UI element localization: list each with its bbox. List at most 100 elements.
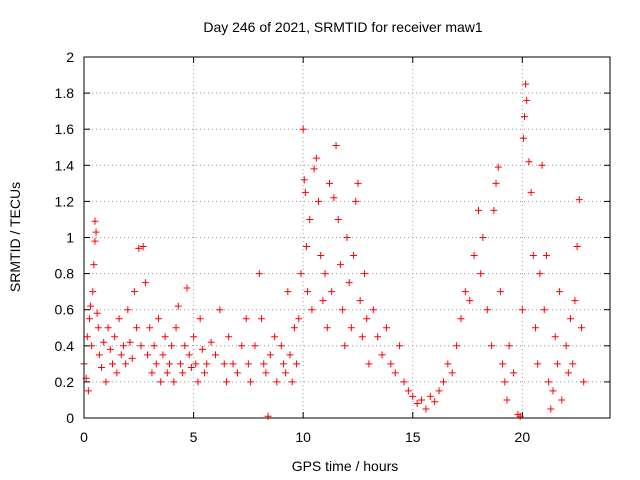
data-point bbox=[196, 315, 204, 323]
data-point bbox=[174, 302, 182, 310]
data-point bbox=[374, 333, 382, 341]
data-point bbox=[564, 369, 572, 377]
data-point bbox=[183, 284, 191, 292]
y-tick-label: 2 bbox=[66, 49, 74, 65]
data-point bbox=[238, 342, 246, 350]
data-point bbox=[192, 360, 200, 368]
data-point bbox=[181, 342, 189, 350]
data-point bbox=[516, 412, 524, 420]
data-point bbox=[400, 378, 408, 386]
y-tick-label: 1.6 bbox=[55, 121, 75, 137]
data-point bbox=[122, 360, 130, 368]
data-point bbox=[271, 333, 279, 341]
data-point bbox=[133, 324, 141, 332]
data-point bbox=[461, 288, 469, 296]
data-point bbox=[111, 333, 119, 341]
data-point bbox=[536, 270, 544, 278]
data-point bbox=[549, 387, 557, 395]
data-point bbox=[198, 345, 206, 353]
data-point bbox=[315, 197, 323, 205]
data-point bbox=[94, 324, 102, 332]
data-point bbox=[90, 261, 98, 269]
data-point bbox=[571, 297, 579, 305]
data-point bbox=[321, 270, 329, 278]
data-point bbox=[295, 315, 303, 323]
data-point bbox=[391, 369, 399, 377]
data-point bbox=[523, 96, 531, 104]
data-point bbox=[302, 243, 310, 251]
data-point bbox=[220, 360, 228, 368]
data-point bbox=[161, 333, 169, 341]
data-point bbox=[137, 342, 145, 350]
data-point bbox=[87, 302, 95, 310]
data-point bbox=[135, 244, 143, 252]
data-point bbox=[299, 125, 307, 133]
data-point bbox=[319, 297, 327, 305]
data-point bbox=[387, 360, 395, 368]
data-point bbox=[556, 288, 564, 296]
data-point bbox=[115, 315, 123, 323]
data-point bbox=[258, 315, 266, 323]
data-point bbox=[558, 396, 566, 404]
data-point bbox=[457, 315, 465, 323]
y-tick-label: 0.4 bbox=[55, 338, 75, 354]
data-point bbox=[212, 351, 219, 359]
data-point bbox=[396, 342, 404, 350]
chart-title: Day 246 of 2021, SRMTID for receiver maw… bbox=[203, 19, 483, 35]
x-tick-label: 20 bbox=[515, 429, 531, 445]
data-point bbox=[347, 324, 355, 332]
data-point bbox=[339, 306, 347, 314]
data-point bbox=[573, 243, 581, 251]
data-point bbox=[194, 378, 202, 386]
data-point bbox=[492, 179, 500, 187]
data-point bbox=[93, 309, 101, 317]
data-point bbox=[553, 360, 561, 368]
data-point bbox=[119, 342, 127, 350]
data-point bbox=[108, 360, 116, 368]
data-point bbox=[185, 351, 193, 359]
data-point bbox=[494, 163, 502, 171]
x-tick-labels: 0 5 10 15 20 bbox=[80, 429, 530, 445]
data-point bbox=[273, 378, 281, 386]
data-point bbox=[413, 400, 421, 408]
y-tick-label: 0.2 bbox=[55, 374, 75, 390]
data-point bbox=[426, 392, 434, 400]
data-point bbox=[569, 360, 577, 368]
data-point bbox=[551, 333, 559, 341]
data-point bbox=[290, 324, 298, 332]
data-point bbox=[242, 315, 250, 323]
data-point bbox=[130, 288, 138, 296]
data-point bbox=[176, 360, 184, 368]
data-point bbox=[225, 333, 233, 341]
data-point bbox=[525, 158, 533, 166]
y-tick-label: 1.8 bbox=[55, 85, 75, 101]
data-point bbox=[279, 360, 287, 368]
data-point bbox=[170, 378, 178, 386]
data-point bbox=[369, 306, 377, 314]
data-point bbox=[300, 176, 308, 184]
y-tick-labels: 0 0.2 0.4 0.6 0.8 1 1.2 1.4 1.6 1.8 2 bbox=[55, 49, 75, 426]
data-point bbox=[382, 324, 390, 332]
data-point bbox=[488, 342, 496, 350]
data-point bbox=[330, 194, 338, 202]
data-point bbox=[148, 369, 156, 377]
data-point bbox=[325, 179, 333, 187]
data-point bbox=[233, 369, 241, 377]
data-point bbox=[352, 197, 360, 205]
data-point bbox=[562, 342, 570, 350]
data-point bbox=[518, 306, 526, 314]
data-point bbox=[229, 360, 237, 368]
data-point bbox=[207, 338, 215, 346]
data-point bbox=[575, 196, 583, 204]
data-point bbox=[157, 378, 165, 386]
data-point bbox=[341, 342, 349, 350]
data-point bbox=[247, 378, 255, 386]
data-point bbox=[222, 378, 230, 386]
data-point bbox=[146, 324, 154, 332]
data-point bbox=[260, 360, 268, 368]
data-point bbox=[84, 387, 92, 395]
data-point bbox=[297, 270, 305, 278]
data-point bbox=[163, 369, 171, 377]
data-point bbox=[323, 324, 331, 332]
